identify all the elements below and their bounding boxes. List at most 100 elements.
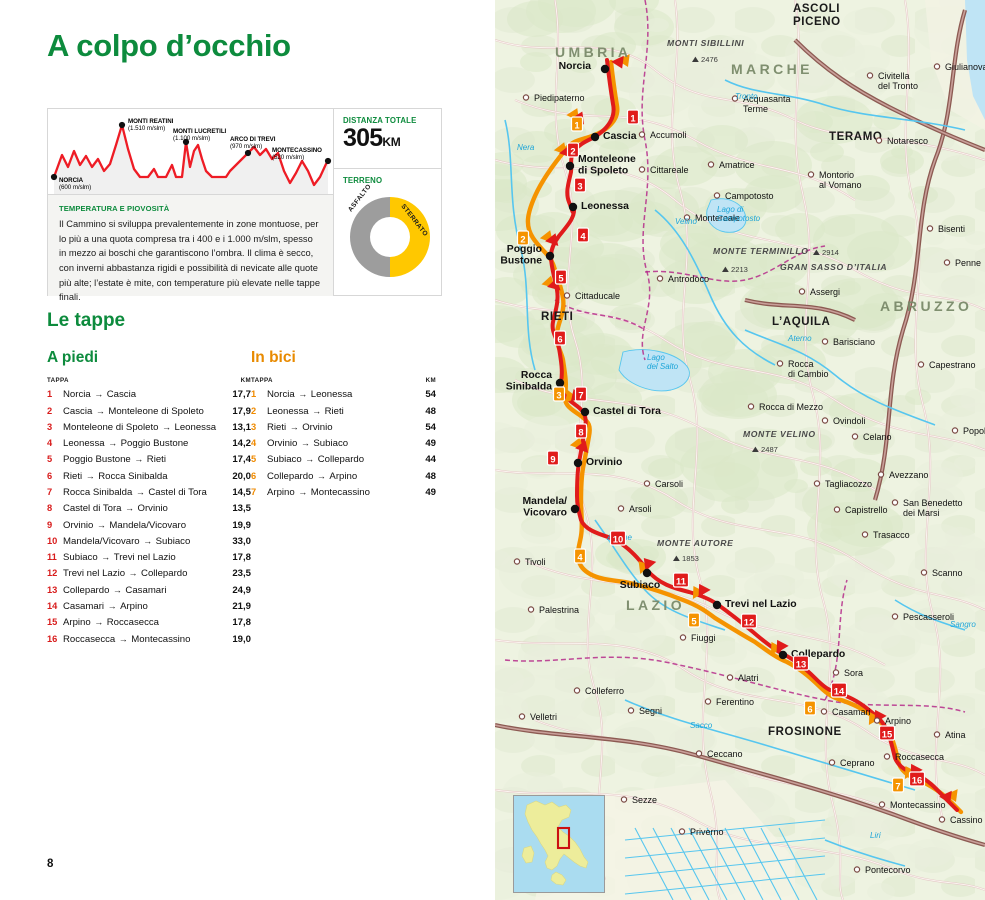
arrow-right-icon: → [302, 454, 317, 465]
stage-km: 49 [425, 438, 436, 450]
arrow-right-icon: → [133, 487, 148, 498]
marker-box[interactable] [566, 142, 580, 158]
stage-from: Rieti [63, 470, 83, 482]
route-town-dot-icon [642, 568, 652, 578]
summary-card: NORCIA (600 m/slm) MONTI REATINI (1.510 … [47, 108, 442, 302]
stage-from: Norcia [63, 389, 91, 401]
relief-blob [561, 595, 601, 619]
climate-heading: TEMPERATURA E PIOVOSITÀ [59, 204, 170, 213]
relief-blob [495, 179, 527, 203]
marker-box[interactable] [803, 700, 817, 716]
stage-to: Subiaco [155, 535, 191, 547]
marker-box[interactable] [830, 682, 848, 698]
map-massif-label: GRAN SASSO D’ITALIA [780, 262, 887, 272]
marker-box[interactable] [573, 177, 587, 193]
foot-stage-marker[interactable]: 15 [878, 725, 896, 741]
stage-row: 9 Orvinio → Mandela/Vicovaro 19,9 [47, 517, 251, 533]
foot-stage-marker[interactable]: 14 [830, 682, 848, 698]
foot-stage-marker[interactable]: 16 [908, 771, 926, 787]
stage-km: 19,9 [232, 519, 251, 531]
stage-route: Subiaco → Trevi nel Lazio [63, 553, 225, 563]
route-map[interactable]: UMBRIA MARCHE ABRUZZO LAZIO MONTI SIBILLINI 2… [495, 0, 985, 900]
foot-stage-marker[interactable]: 12 [740, 613, 758, 629]
bike-stage-marker[interactable]: 7 [891, 777, 905, 793]
bike-stage-marker[interactable]: 3 [552, 386, 566, 402]
marker-box[interactable] [891, 777, 905, 793]
foot-stage-marker[interactable]: 1 [626, 109, 640, 125]
marker-box[interactable] [576, 227, 590, 243]
stage-from: Mandela/Vicovaro [63, 535, 140, 547]
marker-box[interactable] [672, 572, 690, 588]
relief-blob [708, 349, 782, 395]
marker-box[interactable] [552, 386, 566, 402]
marker-box[interactable] [570, 116, 584, 132]
marker-box[interactable] [554, 269, 568, 285]
marker-box[interactable] [908, 771, 926, 787]
map-summit-altitude: 2213 [731, 265, 748, 274]
route-direction-arrow [539, 230, 559, 246]
relief-blob [820, 528, 842, 542]
foot-stage-marker[interactable]: 2 [566, 142, 580, 158]
bike-stage-marker[interactable]: 2 [516, 230, 530, 246]
marker-box[interactable] [740, 613, 758, 629]
relief-blob [495, 357, 527, 393]
bike-stage-marker[interactable]: 4 [573, 548, 587, 564]
foot-stage-marker[interactable]: 8 [574, 423, 588, 439]
foot-stage-marker[interactable]: 4 [576, 227, 590, 243]
town-dot-icon [707, 161, 715, 168]
marker-box[interactable] [626, 109, 640, 125]
relief-blob [853, 433, 889, 455]
map-water-label: Sacco [690, 721, 713, 730]
bike-stage-marker[interactable]: 1 [570, 116, 584, 132]
bike-stage-marker[interactable]: 5 [687, 612, 701, 628]
foot-stage-marker[interactable]: 13 [792, 655, 810, 671]
map-town-label: Giulianova [945, 62, 985, 72]
foot-stage-marker[interactable]: 3 [573, 177, 587, 193]
stage-row: 7 Rocca Sinibalda → Castel di Tora 14,5 [47, 485, 251, 501]
route-town-dot-icon [580, 407, 590, 417]
arrow-right-icon: → [295, 389, 310, 400]
relief-blob [846, 175, 890, 201]
marker-box[interactable] [546, 450, 560, 466]
profile-peak-alt: (1.100 m/slm) [173, 135, 211, 143]
route-map-svg[interactable]: UMBRIA MARCHE ABRUZZO LAZIO MONTI SIBILLINI 2… [495, 0, 985, 900]
marker-box[interactable] [687, 612, 701, 628]
relief-blob [629, 73, 695, 115]
canal [624, 819, 826, 841]
stage-route: Orvinio → Subiaco [267, 439, 414, 449]
marker-box[interactable] [792, 655, 810, 671]
town-dot-icon [821, 338, 829, 345]
foot-stage-marker[interactable]: 7 [574, 386, 588, 402]
bike-stage-marker[interactable]: 6 [803, 700, 817, 716]
motorway-fill [874, 9, 966, 501]
town-dot-icon [813, 480, 821, 487]
map-route-town-label: Castel di Tora [593, 406, 661, 417]
marker-box[interactable] [553, 330, 567, 346]
marker-number: 1 [574, 120, 579, 131]
stage-number: 3 [47, 421, 53, 432]
page-title: A colpo d’occhio [47, 28, 291, 63]
profile-label-norcia: NORCIA (600 m/slm) [59, 177, 91, 192]
profile-label-arco-di-trevi: ARCO DI TREVI (970 m/slm) [230, 136, 275, 151]
relief-blob [810, 142, 844, 162]
foot-stage-marker[interactable]: 6 [553, 330, 567, 346]
stage-km: 13,1 [232, 421, 251, 433]
marker-box[interactable] [574, 386, 588, 402]
marker-box[interactable] [878, 725, 896, 741]
marker-box[interactable] [516, 230, 530, 246]
marker-box[interactable] [574, 423, 588, 439]
town-dot-icon [620, 796, 628, 803]
map-town-label: Barisciano [833, 337, 875, 347]
stage-row: 10 Mandela/Vicovaro → Subiaco 33,0 [47, 534, 251, 550]
marker-number: 5 [558, 273, 563, 284]
motorway-fill [495, 724, 985, 846]
stage-number: 2 [251, 405, 257, 416]
foot-stage-marker[interactable]: 10 [609, 530, 627, 546]
marker-box[interactable] [609, 530, 627, 546]
relief-blob [775, 213, 825, 245]
foot-stage-marker[interactable]: 9 [546, 450, 560, 466]
foot-stage-marker[interactable]: 5 [554, 269, 568, 285]
marker-box[interactable] [573, 548, 587, 564]
foot-stage-marker[interactable]: 11 [672, 572, 690, 588]
